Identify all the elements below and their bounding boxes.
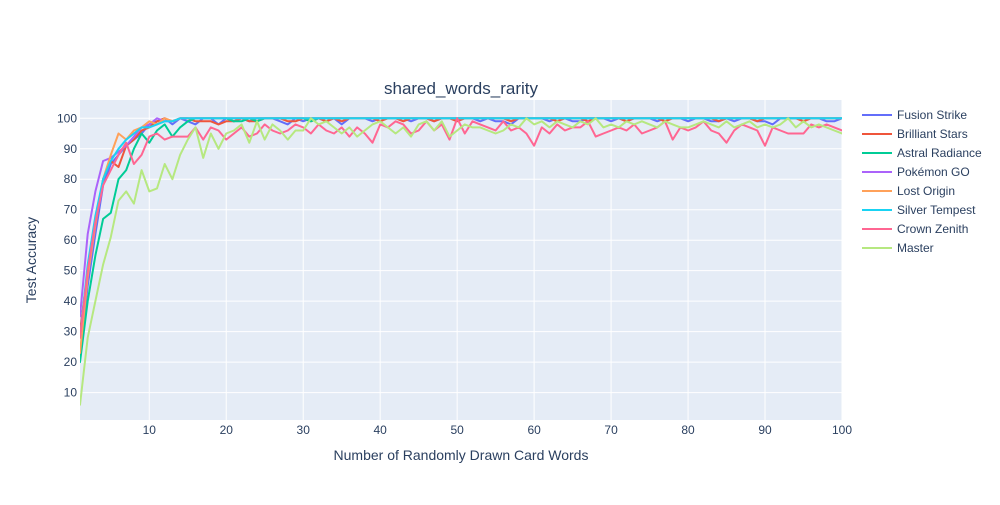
legend-label: Pokémon GO (897, 165, 970, 179)
y-tick-label: 90 (64, 142, 78, 156)
x-tick-label: 60 (527, 423, 541, 437)
legend-label: Crown Zenith (897, 222, 968, 236)
x-tick-label: 90 (758, 423, 772, 437)
x-tick-label: 80 (681, 423, 695, 437)
y-tick-label: 40 (64, 294, 78, 308)
y-tick-label: 100 (57, 111, 77, 125)
series-lines (80, 117, 842, 406)
legend-label: Silver Tempest (897, 203, 976, 217)
legend-label: Astral Radiance (897, 146, 982, 160)
x-tick-labels: 10 20 30 40 50 60 70 80 90 100 (143, 423, 853, 437)
grid (80, 100, 843, 420)
legend-label: Fusion Strike (897, 108, 967, 122)
y-tick-label: 70 (64, 203, 78, 217)
y-tick-label: 30 (64, 325, 78, 339)
legend-item[interactable]: Astral Radiance (862, 146, 982, 160)
x-tick-label: 100 (832, 423, 852, 437)
y-tick-label: 10 (64, 386, 78, 400)
legend-item[interactable]: Silver Tempest (862, 203, 976, 217)
series-line-crown-zenith (80, 117, 842, 339)
legend-item[interactable]: Brilliant Stars (862, 127, 968, 141)
plot-background (80, 100, 842, 420)
y-tick-label: 50 (64, 264, 78, 278)
legend[interactable]: Fusion Strike Brilliant Stars Astral Radia… (862, 108, 982, 255)
y-tick-label: 80 (64, 172, 78, 186)
x-tick-label: 70 (604, 423, 618, 437)
series-line-silver-tempest (80, 117, 842, 339)
legend-item[interactable]: Master (862, 241, 934, 255)
legend-item[interactable]: Fusion Strike (862, 108, 967, 122)
series-line-brilliant-stars (80, 117, 842, 333)
legend-item[interactable]: Pokémon GO (862, 165, 970, 179)
series-line-master (80, 117, 842, 406)
legend-label: Master (897, 241, 934, 255)
x-tick-label: 20 (220, 423, 234, 437)
legend-label: Lost Origin (897, 184, 955, 198)
x-axis-label: Number of Randomly Drawn Card Words (334, 447, 589, 463)
y-axis-label: Test Accuracy (23, 217, 39, 303)
x-tick-label: 30 (297, 423, 311, 437)
x-tick-label: 40 (374, 423, 388, 437)
y-tick-label: 20 (64, 355, 78, 369)
legend-item[interactable]: Lost Origin (862, 184, 955, 198)
y-tick-labels: 10 20 30 40 50 60 70 80 90 100 (57, 111, 77, 399)
x-tick-label: 50 (450, 423, 464, 437)
y-tick-label: 60 (64, 233, 78, 247)
x-tick-label: 10 (143, 423, 157, 437)
legend-label: Brilliant Stars (897, 127, 968, 141)
legend-item[interactable]: Crown Zenith (862, 222, 968, 236)
chart-title: shared_words_rarity (384, 79, 539, 98)
